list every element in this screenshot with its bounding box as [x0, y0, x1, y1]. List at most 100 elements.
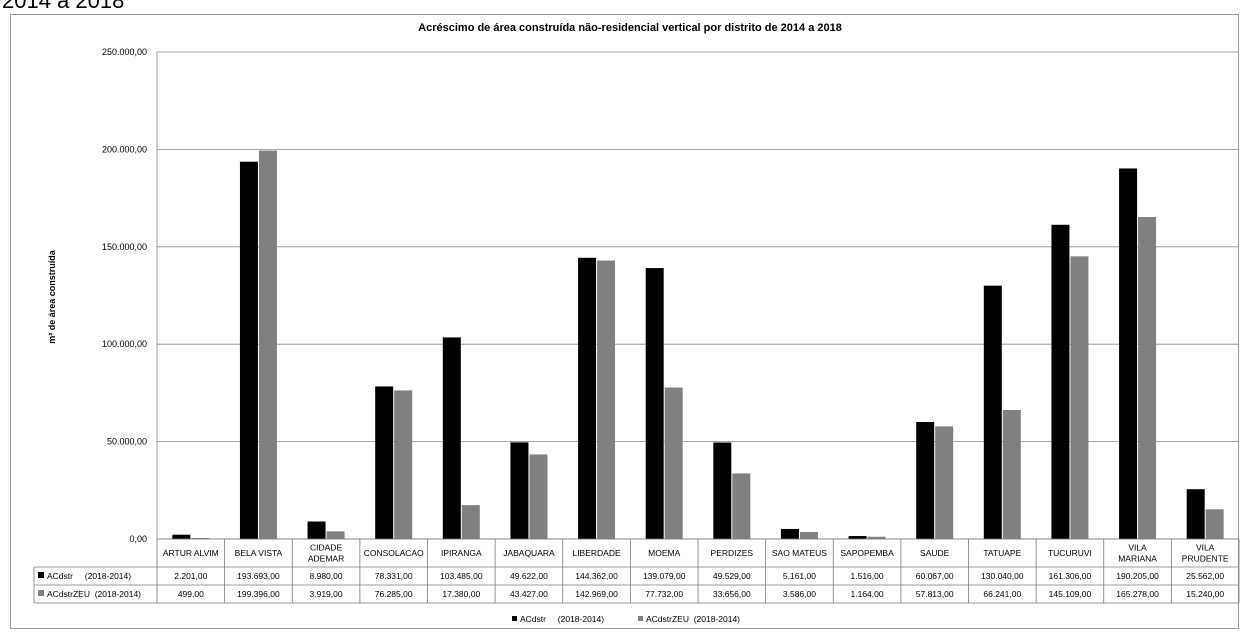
bar-acdstrzeu — [191, 538, 210, 539]
legend-label: ACdstr (2018-2014) — [520, 614, 604, 624]
table-value: 161.306,00 — [1049, 571, 1092, 581]
bar-acdstr — [1186, 489, 1205, 539]
legend-key — [638, 616, 643, 621]
table-value: 1.516,00 — [851, 571, 884, 581]
bar-acdstrzeu — [1002, 409, 1021, 539]
bar-acdstr — [307, 521, 326, 539]
table-value: 139.079,00 — [643, 571, 686, 581]
bar-acdstrzeu — [867, 536, 886, 539]
bar-acdstr — [713, 442, 732, 539]
table-value: 144.362,00 — [575, 571, 618, 581]
table-value: 130.040,00 — [981, 571, 1024, 581]
table-value: 57.813,00 — [916, 589, 954, 599]
x-tick-label: TUCURUVI — [1048, 548, 1092, 558]
table-value: 103.485,00 — [440, 571, 483, 581]
bar-acdstrzeu — [461, 505, 480, 539]
data-table: ARTUR ALVIM BELA VISTA CIDADE ADEMAR CONSOLA… — [33, 538, 1240, 604]
x-tick-label: MOEMA — [648, 548, 680, 558]
y-tick-label: 200.000,00 — [102, 144, 147, 154]
bar-acdstr — [375, 386, 394, 539]
table-legend-key — [38, 572, 44, 578]
table-value: 199.396,00 — [237, 589, 280, 599]
x-tick-label: BELA VISTA — [235, 548, 283, 558]
bar-acdstrzeu — [258, 150, 277, 539]
bar-acdstr — [780, 528, 799, 539]
bar-acdstr — [983, 285, 1002, 539]
x-tick-label: SAPOPEMBA — [840, 548, 894, 558]
table-value: 25.562,00 — [1186, 571, 1224, 581]
table-value: 49.622,00 — [510, 571, 548, 581]
bar-acdstr — [1051, 224, 1070, 539]
bar-acdstrzeu — [1070, 256, 1089, 539]
table-value: 66.241,00 — [983, 589, 1021, 599]
legend-key — [512, 616, 517, 621]
bar-acdstrzeu — [597, 260, 616, 539]
x-tick-label: PERDIZES — [711, 548, 754, 558]
bar-acdstrzeu — [935, 426, 954, 539]
bar-acdstr — [578, 257, 597, 539]
table-value: 165.278,00 — [1116, 589, 1159, 599]
y-tick-label: 50.000,00 — [107, 437, 147, 447]
x-tick-label: ARTUR ALVIM — [163, 548, 219, 558]
table-series-name: ACdstr (2018-2014) — [47, 571, 131, 581]
y-axis-label: m² de área construída — [47, 249, 57, 344]
table-value: 77.732,00 — [645, 589, 683, 599]
bar-acdstr — [510, 442, 529, 539]
bar-acdstr — [239, 161, 258, 539]
bar-acdstrzeu — [1205, 509, 1224, 539]
bar-acdstr — [172, 534, 191, 539]
chart-title: Acréscimo de área construída não-residen… — [418, 22, 842, 34]
x-tick-label: LIBERDADE — [572, 548, 621, 558]
bar-acdstrzeu — [732, 473, 751, 539]
y-tick-label: 100.000,00 — [102, 339, 147, 349]
bar-acdstr — [916, 421, 935, 539]
bar-acdstrzeu — [799, 532, 818, 539]
x-tick-label: CONSOLACAO — [364, 548, 424, 558]
table-value: 190.205,00 — [1116, 571, 1159, 581]
table-value: 3.919,00 — [310, 589, 343, 599]
y-tick-label: 0,00 — [129, 534, 147, 544]
table-value: 78.331,00 — [375, 571, 413, 581]
table-value: 3.586,00 — [783, 589, 816, 599]
legend-label: ACdstrZEU (2018-2014) — [646, 614, 740, 624]
table-value: 76.285,00 — [375, 589, 413, 599]
table-value: 33.656,00 — [713, 589, 751, 599]
x-tick-label: JABAQUARA — [503, 548, 555, 558]
x-tick-label: TATUAPE — [983, 548, 1021, 558]
table-value: 145.109,00 — [1049, 589, 1092, 599]
table-value: 15.240,00 — [1186, 589, 1224, 599]
table-value: 49.529,00 — [713, 571, 751, 581]
table-value: 499,00 — [178, 589, 204, 599]
table-value: 60.067,00 — [916, 571, 954, 581]
bar-acdstr — [848, 536, 867, 539]
table-value: 17.380,00 — [442, 589, 480, 599]
bar-acdstrzeu — [1138, 217, 1157, 539]
x-tick-label: IPIRANGA — [441, 548, 482, 558]
table-value: 142.969,00 — [575, 589, 618, 599]
x-tick-label: VILA PRUDENTE — [1182, 543, 1229, 564]
table-value: 193.693,00 — [237, 571, 280, 581]
legend: ACdstr (2018-2014) ACdstrZEU (2018-2014) — [512, 614, 740, 624]
table-value: 8.980,00 — [310, 571, 343, 581]
bar-acdstr — [442, 337, 461, 539]
x-tick-label: CIDADE ADEMAR — [308, 543, 344, 564]
bar-acdstr — [1119, 168, 1138, 540]
y-tick-label: 150.000,00 — [102, 242, 147, 252]
bars — [172, 150, 1224, 540]
table-value: 43.427,00 — [510, 589, 548, 599]
bar-acdstrzeu — [529, 454, 548, 539]
table-series-name: ACdstrZEU (2018-2014) — [47, 589, 141, 599]
x-tick-label: SAUDE — [920, 548, 950, 558]
chart-frame — [10, 14, 1239, 629]
bar-acdstrzeu — [394, 390, 413, 539]
bar-acdstr — [645, 268, 664, 539]
table-legend-key — [38, 590, 44, 596]
x-tick-label: SAO MATEUS — [772, 548, 827, 558]
table-value: 1.164,00 — [851, 589, 884, 599]
y-tick-labels: 0,00 50.000,00 100.000,00 150.000,00 200.000… — [102, 47, 147, 544]
table-value: 2.201,00 — [174, 571, 207, 581]
table-value: 5.161,00 — [783, 571, 816, 581]
page-heading: 2014 a 2018 — [2, 0, 125, 13]
x-tick-label: VILA MARIANA — [1118, 543, 1157, 564]
